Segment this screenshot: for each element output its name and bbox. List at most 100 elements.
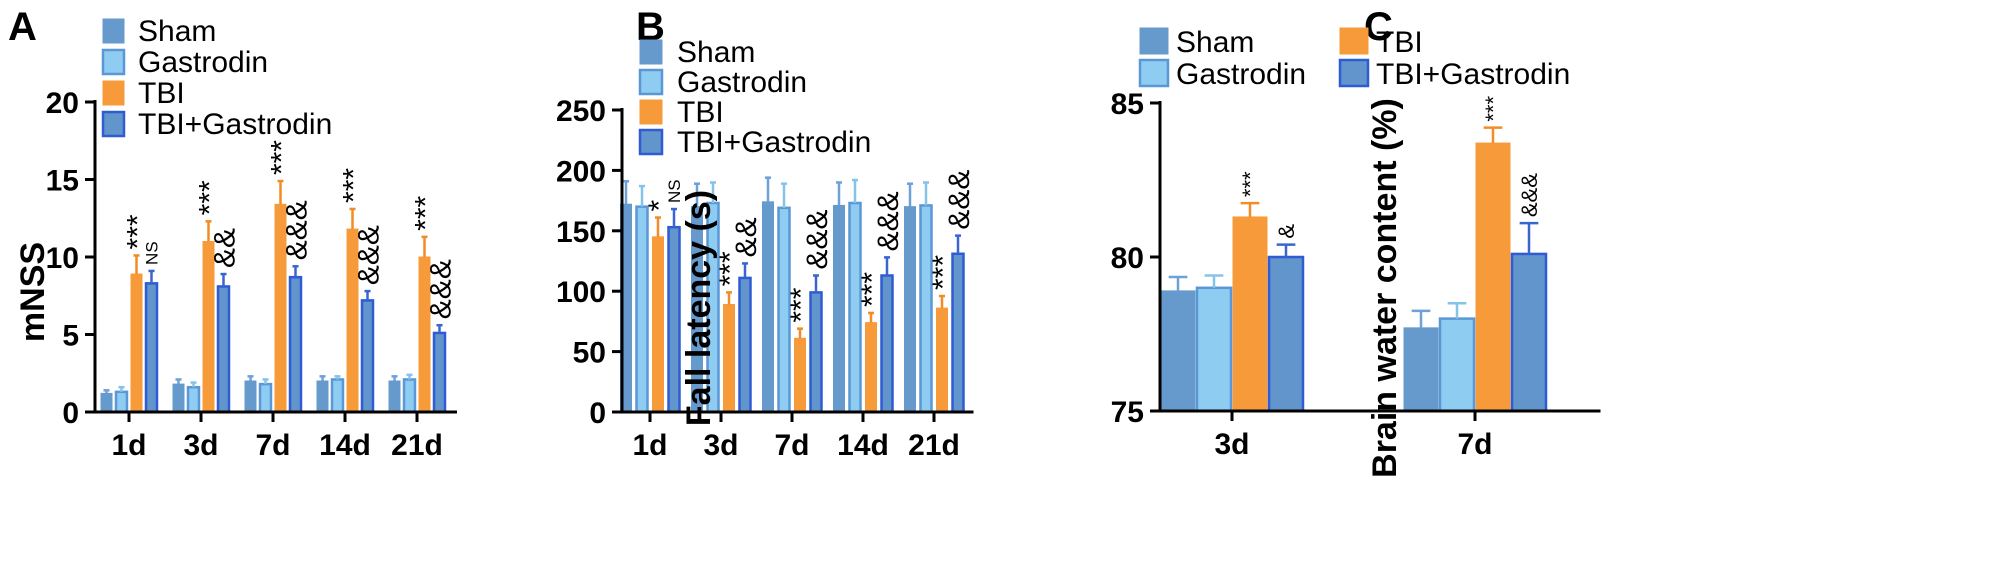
significance-label: *** [927, 255, 960, 290]
bar-gastrodin-7d [258, 382, 273, 414]
y-tick-label: 5 [62, 320, 79, 353]
significance-label: *** [1238, 171, 1263, 197]
bar-gastrodin-21d [919, 204, 933, 414]
errorbars-a [103, 179, 443, 394]
significance-label: &&& [943, 170, 976, 230]
x-tick-label: 3d [703, 429, 738, 462]
legend-label-gastrodin: Gastrodin [677, 66, 807, 99]
significance-label: *** [265, 140, 298, 175]
bar-sham-7d [244, 380, 257, 413]
x-tick-label: 1d [632, 429, 667, 462]
xaxis-b: 1d 3d 7d 14d 21d [620, 410, 974, 462]
legend-swatch-sham [102, 18, 125, 44]
x-tick-label: 3d [183, 429, 218, 462]
legend-label-sham: Sham [138, 15, 216, 48]
significance-label: *** [856, 272, 889, 307]
errorbars-b [622, 176, 962, 339]
annotations-c: *** & *** &&& [1238, 96, 1542, 239]
bar-sham-3d [1160, 290, 1196, 412]
bar-tbi-plus-gastrodin-14d [360, 299, 375, 414]
bar-sham-14d [833, 204, 845, 413]
y-tick-label: 100 [556, 276, 606, 309]
legend-swatch-tbi [102, 80, 125, 106]
y-tick-label: 15 [46, 165, 79, 198]
y-tick-label: 10 [46, 242, 79, 275]
significance-label: *** [1481, 96, 1506, 122]
y-tick-label: 0 [62, 397, 79, 430]
yaxis-b: 0 50 100 150 200 250 [556, 95, 624, 430]
legend-swatch-tbi-plus-gastrodin [1338, 58, 1370, 88]
legend-swatch-sham [1139, 27, 1169, 55]
bar-tbi-21d [936, 307, 948, 413]
significance-label: &&& [872, 191, 905, 251]
bar-sham-3d [172, 383, 185, 413]
significance-label: *** [714, 251, 747, 286]
significance-label: &&& [280, 200, 313, 260]
x-tick-label: 21d [391, 429, 443, 462]
bar-sham-1d [100, 392, 113, 413]
bar-tbi-3d [723, 303, 735, 413]
significance-label: *** [785, 287, 818, 322]
bar-gastrodin-14d [330, 378, 345, 414]
y-tick-label: 0 [589, 397, 606, 430]
ylabel-b: Fall latency (s) [680, 190, 718, 426]
significance-label: NS [143, 241, 162, 265]
ylabel-c: Brain water content (%) [1366, 98, 1404, 478]
bar-sham-21d [904, 206, 916, 413]
x-tick-label: 1d [111, 429, 146, 462]
bar-tbi-14d [865, 322, 877, 413]
bar-tbi-1d [130, 273, 143, 413]
bar-sham-21d [388, 380, 401, 413]
significance-label: & [1274, 224, 1299, 239]
legend-swatch-gastrodin [101, 48, 126, 76]
bar-gastrodin-21d [402, 378, 417, 414]
ylabel-a: mNSS [14, 242, 52, 342]
bar-gastrodin-1d [114, 390, 129, 414]
bar-sham-7d [1403, 327, 1439, 412]
x-tick-label: 14d [837, 429, 889, 462]
significance-label: &&& [424, 259, 457, 319]
bar-sham-7d [762, 201, 774, 413]
y-tick-label: 20 [46, 87, 79, 120]
significance-label: * [643, 200, 676, 212]
significance-label: *** [121, 214, 154, 249]
legend-swatch-gastrodin [638, 68, 664, 96]
legend-label-sham: Sham [677, 36, 755, 69]
significance-label: &&& [352, 225, 385, 285]
legend-label-tbi: TBI [1376, 26, 1423, 59]
bar-tbi-plus-gastrodin-3d [738, 276, 752, 414]
significance-label: && [730, 217, 763, 257]
y-tick-label: 85 [1111, 88, 1144, 121]
y-tick-label: 250 [556, 95, 606, 128]
panel-label-c: C [1364, 5, 1393, 49]
significance-label: &&& [1517, 173, 1542, 217]
bar-gastrodin-3d [1195, 286, 1233, 413]
legend-swatch-tbi-plus-gastrodin [101, 110, 126, 138]
y-tick-label: 80 [1111, 242, 1144, 275]
bar-tbi-7d [794, 337, 806, 413]
x-tick-label: 7d [774, 429, 809, 462]
errorbars-c [1168, 126, 1539, 328]
legend-label-tbi-plus-gastrodin: TBI+Gastrodin [677, 126, 871, 159]
chart-panel-c: *** & *** &&& 75 80 85 3d 7d Brain water conte… [1111, 26, 1601, 478]
xaxis-a: 1d 3d 7d 14d 21d [93, 410, 457, 462]
bar-gastrodin-1d [635, 205, 649, 414]
bar-gastrodin-7d [1438, 317, 1476, 413]
panel-label-a: A [8, 5, 37, 49]
chart-panel-b: *NS***&&***&&&***&&&***&&& 0501001502002… [556, 36, 976, 462]
legend-swatch-tbi-plus-gastrodin [638, 128, 664, 156]
x-tick-label: 7d [1457, 428, 1492, 461]
bar-tbi-plus-gastrodin-7d [1510, 252, 1548, 413]
significance-label: &&& [801, 209, 834, 269]
legend-swatch-gastrodin [1138, 58, 1170, 88]
significance-label: NS [665, 179, 684, 203]
y-tick-label: 50 [573, 337, 606, 370]
legend-swatch-tbi [1339, 27, 1369, 55]
significance-label: *** [337, 168, 370, 203]
significance-label: *** [193, 180, 226, 215]
annotations-b: *NS***&&***&&&***&&&***&&& [643, 170, 976, 323]
x-tick-label: 21d [908, 429, 960, 462]
legend-label-gastrodin: Gastrodin [1176, 58, 1306, 91]
